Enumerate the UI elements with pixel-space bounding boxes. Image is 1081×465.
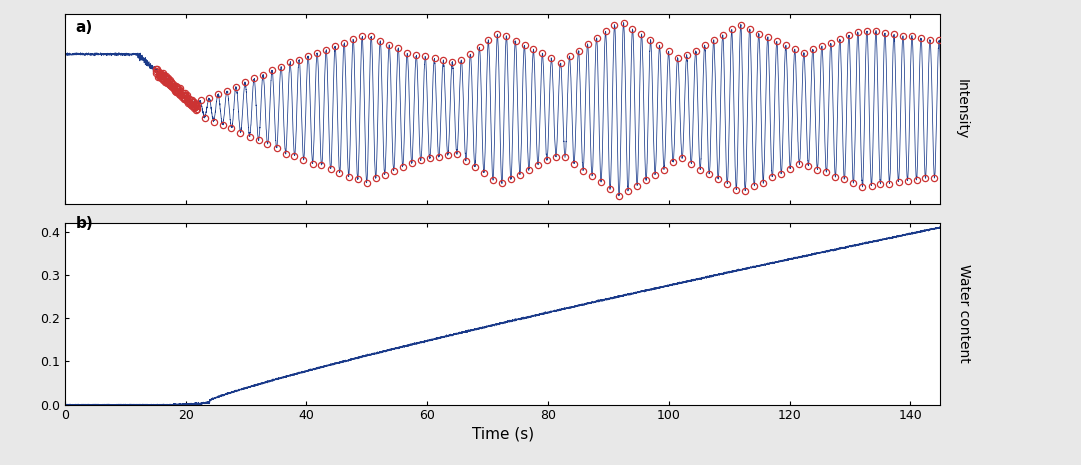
Text: b): b): [76, 216, 93, 231]
Y-axis label: Water content: Water content: [957, 265, 971, 363]
Y-axis label: Intensity: Intensity: [955, 79, 969, 140]
Text: a): a): [76, 20, 93, 35]
X-axis label: Time (s): Time (s): [471, 426, 534, 442]
